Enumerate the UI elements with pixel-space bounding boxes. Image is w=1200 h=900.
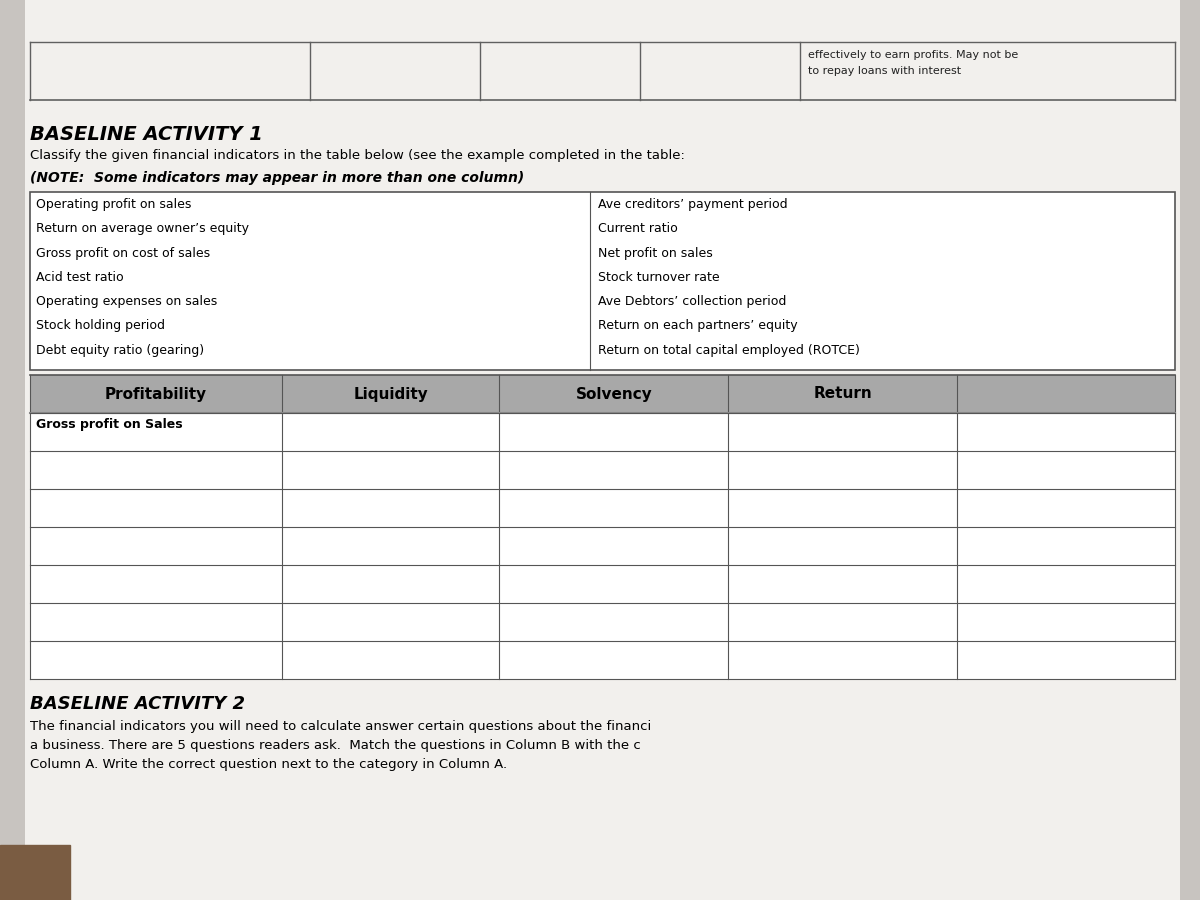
Bar <box>499 375 728 413</box>
Bar <box>30 451 1175 489</box>
Text: to repay loans with interest: to repay loans with interest <box>808 66 961 76</box>
Text: a business. There are 5 questions readers ask.  Match the questions in Column B : a business. There are 5 questions reader… <box>30 739 641 752</box>
Text: Debt equity ratio (gearing): Debt equity ratio (gearing) <box>36 344 204 356</box>
Bar <box>30 603 1175 641</box>
Text: Operating profit on sales: Operating profit on sales <box>36 198 191 211</box>
Bar <box>958 375 1175 413</box>
Text: Return on total capital employed (ROTCE): Return on total capital employed (ROTCE) <box>598 344 860 356</box>
Text: Ave creditors’ payment period: Ave creditors’ payment period <box>598 198 787 211</box>
Text: Acid test ratio: Acid test ratio <box>36 271 124 284</box>
Text: Gross profit on Sales: Gross profit on Sales <box>36 418 182 431</box>
Text: Column A. Write the correct question next to the category in Column A.: Column A. Write the correct question nex… <box>30 758 508 771</box>
Bar <box>30 489 1175 527</box>
Bar <box>30 565 1175 603</box>
Text: Return on average owner’s equity: Return on average owner’s equity <box>36 222 250 235</box>
Text: Current ratio: Current ratio <box>598 222 678 235</box>
Text: The financial indicators you will need to calculate answer certain questions abo: The financial indicators you will need t… <box>30 720 652 733</box>
Bar <box>30 192 1175 370</box>
Text: Operating expenses on sales: Operating expenses on sales <box>36 295 217 308</box>
Text: Return: Return <box>814 386 872 401</box>
Text: Net profit on sales: Net profit on sales <box>598 247 713 259</box>
Text: Profitability: Profitability <box>104 386 208 401</box>
Bar <box>30 641 1175 679</box>
Polygon shape <box>0 845 70 900</box>
Text: Solvency: Solvency <box>576 386 653 401</box>
Text: (NOTE:  Some indicators may appear in more than one column): (NOTE: Some indicators may appear in mor… <box>30 171 524 185</box>
Bar <box>30 413 1175 451</box>
Text: BASELINE ACTIVITY 2: BASELINE ACTIVITY 2 <box>30 695 245 713</box>
Text: Gross profit on cost of sales: Gross profit on cost of sales <box>36 247 210 259</box>
Text: effectively to earn profits. May not be: effectively to earn profits. May not be <box>808 50 1019 60</box>
Bar <box>30 527 1175 565</box>
Text: BASELINE ACTIVITY 1: BASELINE ACTIVITY 1 <box>30 125 263 144</box>
Bar <box>282 375 499 413</box>
Text: Stock turnover rate: Stock turnover rate <box>598 271 720 284</box>
Bar <box>30 375 282 413</box>
Text: Classify the given financial indicators in the table below (see the example comp: Classify the given financial indicators … <box>30 149 685 162</box>
Text: Ave Debtors’ collection period: Ave Debtors’ collection period <box>598 295 786 308</box>
Text: Return on each partners’ equity: Return on each partners’ equity <box>598 320 798 332</box>
Text: Stock holding period: Stock holding period <box>36 320 166 332</box>
Text: Liquidity: Liquidity <box>353 386 428 401</box>
Bar <box>728 375 958 413</box>
